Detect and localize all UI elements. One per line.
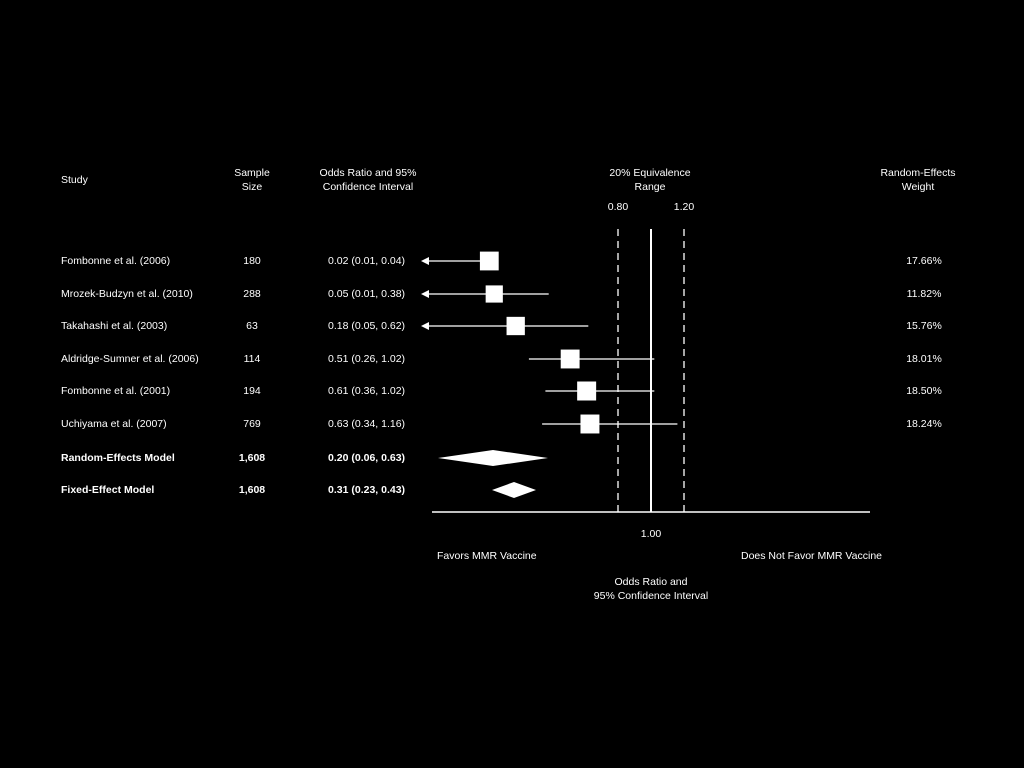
favors-left-label: Favors MMR Vaccine [437,550,537,562]
weight-value: 15.76% [906,320,942,332]
study-name: Uchiyama et al. (2007) [61,418,167,430]
weight-value: 17.66% [906,255,942,267]
sample-size: 194 [243,385,261,397]
study-name: Aldridge-Sumner et al. (2006) [61,353,199,365]
favors-right-label: Does Not Favor MMR Vaccine [741,550,883,562]
header-sample-size-line1: Sample [234,167,270,179]
odds-ratio-ci: 0.02 (0.01, 0.04) [328,255,406,267]
summary-sample-size: 1,608 [238,484,266,496]
point-estimate-square [479,251,499,271]
sample-size: 114 [243,353,261,365]
summary-diamond [438,450,548,466]
sample-size: 63 [246,320,258,332]
study-name: Takahashi et al. (2003) [61,320,168,332]
summary-odds-ratio-ci: 0.20 (0.06, 0.63) [328,452,406,464]
point-estimate-square [485,285,503,303]
weight-value: 18.24% [906,418,942,430]
point-estimate-square [560,349,580,369]
header-sample-size-line2: Size [241,181,263,193]
sample-size: 288 [243,288,261,300]
weight-value: 18.01% [906,353,942,365]
header-or-ci-line1: Odds Ratio and 95% [319,167,417,179]
odds-ratio-ci: 0.51 (0.26, 1.02) [328,353,406,365]
summary-diamond [492,482,536,498]
weight-value: 11.82% [906,288,942,300]
odds-ratio-ci: 0.05 (0.01, 0.38) [328,288,406,300]
summary-model-name: Fixed-Effect Model [61,484,155,496]
point-estimate-square [577,381,597,401]
odds-ratio-ci: 0.18 (0.05, 0.62) [328,320,406,332]
header-study: Study [61,174,88,186]
header-weight-line1: Random-Effects [880,167,956,179]
header-equivalence-line1: 20% Equivalence [609,167,691,179]
weight-value: 18.50% [906,385,942,397]
sample-size: 180 [243,255,261,267]
header-equivalence-line2: Range [634,181,666,193]
point-estimate-square [506,316,525,336]
reference-line-label: 1.00 [640,528,662,540]
ci-truncation-arrow [421,257,429,265]
header-or-ci-line2: Confidence Interval [322,181,414,193]
summary-model-name: Random-Effects Model [61,452,175,464]
odds-ratio-ci: 0.63 (0.34, 1.16) [328,418,406,430]
study-name: Fombonne et al. (2006) [61,255,171,267]
header-weight-line2: Weight [901,181,935,193]
sample-size: 769 [243,418,261,430]
equiv-high-label: 1.20 [673,201,695,213]
summary-odds-ratio-ci: 0.31 (0.23, 0.43) [328,484,406,496]
odds-ratio-ci: 0.61 (0.36, 1.02) [328,385,406,397]
summary-sample-size: 1,608 [238,452,266,464]
ci-truncation-arrow [421,290,429,298]
study-name: Mrozek-Budzyn et al. (2010) [61,288,193,300]
equiv-low-label: 0.80 [607,201,629,213]
ci-truncation-arrow [421,322,429,330]
study-name: Fombonne et al. (2001) [61,385,171,397]
axis-title-line1: Odds Ratio and [614,576,688,588]
point-estimate-square [580,414,600,434]
axis-title-line2: 95% Confidence Interval [593,590,709,602]
